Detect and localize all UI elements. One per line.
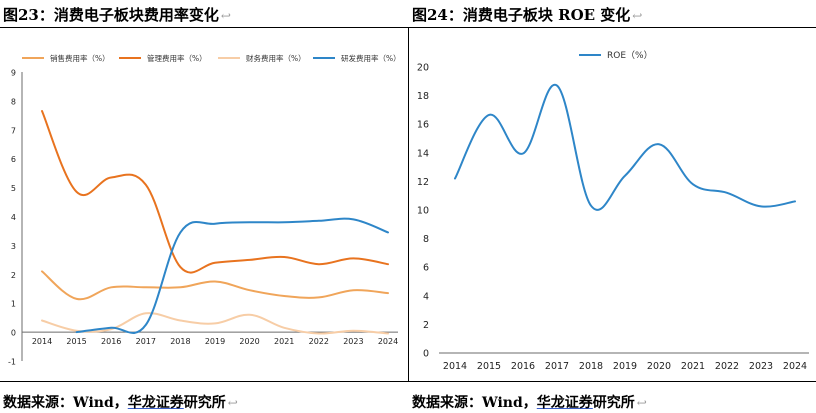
y-tick-label: 5	[11, 184, 16, 193]
series-line-2	[41, 110, 389, 274]
source-prefix: 数据来源：Wind，	[3, 395, 128, 411]
y-tick-label: 18	[417, 91, 429, 102]
y-tick-label: 14	[417, 148, 429, 159]
return-mark: ↩	[220, 9, 231, 23]
panel-divider	[408, 28, 409, 381]
return-mark: ↩	[632, 9, 643, 23]
return-mark: ↩	[636, 396, 647, 410]
x-tick-label: 2014	[443, 361, 467, 372]
y-tick-label: 4	[11, 213, 16, 222]
x-tick-label: 2017	[136, 337, 156, 346]
return-mark: ↩	[227, 396, 238, 410]
y-tick-label: 2	[423, 320, 429, 331]
x-tick-label: 2015	[477, 361, 501, 372]
source-firm: 华龙证券	[536, 395, 593, 411]
x-tick-label: 2019	[205, 337, 225, 346]
y-tick-label: 6	[11, 155, 16, 164]
right-chart-title: 图24：消费电子板块 ROE 变化 ↩	[412, 4, 642, 25]
x-tick-label: 2017	[545, 361, 569, 372]
x-tick-label: 2018	[170, 337, 190, 346]
source-firm: 华龙证券	[127, 395, 184, 411]
legend-label: 研发费用率（%）	[341, 53, 401, 63]
top-divider	[0, 27, 816, 28]
y-tick-label: 6	[423, 263, 429, 274]
y-tick-label: 8	[423, 234, 429, 245]
right-source-note: 数据来源：Wind，华龙证券研究所 ↩	[412, 392, 647, 412]
y-tick-label: 4	[423, 291, 429, 302]
x-tick-label: 2023	[749, 361, 773, 372]
bottom-divider	[0, 381, 816, 382]
expense-ratio-chart: -1 0 1 2 3 4 5 6 7 8 9 2014 2015 2016 2017 2018 2019 2020…	[8, 53, 401, 367]
legend-label: 财务费用率（%）	[246, 53, 306, 63]
series-line-3	[41, 312, 389, 335]
source-prefix: 数据来源：Wind，	[412, 395, 537, 411]
series-line-1	[454, 83, 796, 211]
x-tick-label: 2024	[783, 361, 807, 372]
x-tick-label: 2019	[613, 361, 637, 372]
y-tick-label: 3	[11, 242, 16, 251]
x-tick-label: 2015	[66, 337, 86, 346]
x-tick-label: 2020	[239, 337, 259, 346]
x-tick-label: 2021	[274, 337, 294, 346]
source-suffix: 研究所	[592, 395, 635, 411]
left-chart-title-text: 图23：消费电子板块费用率变化	[3, 6, 219, 24]
series-line-4	[75, 217, 389, 334]
y-tick-label: -1	[8, 358, 16, 367]
y-tick-label: 12	[417, 177, 429, 188]
x-tick-label: 2023	[343, 337, 363, 346]
x-tick-label: 2016	[101, 337, 121, 346]
y-tick-label: 20	[417, 63, 429, 74]
y-tick-label: 16	[417, 120, 429, 131]
x-tick-label: 2022	[715, 361, 739, 372]
y-tick-label: 7	[11, 126, 16, 135]
x-tick-label: 2024	[378, 337, 398, 346]
y-tick-label: 9	[11, 69, 16, 78]
y-tick-label: 2	[11, 271, 16, 280]
x-tick-label: 2014	[32, 337, 52, 346]
legend-label: 管理费用率（%）	[147, 53, 207, 63]
legend-label: 销售费用率（%）	[50, 53, 110, 63]
x-tick-label: 2020	[647, 361, 671, 372]
right-chart-title-text: 图24：消费电子板块 ROE 变化	[412, 6, 631, 24]
y-tick-label: 0	[423, 349, 429, 360]
y-tick-label: 8	[11, 97, 16, 106]
x-tick-label: 2022	[309, 337, 329, 346]
y-tick-label: 1	[11, 300, 16, 309]
series-line-1	[41, 270, 389, 301]
left-chart-title: 图23：消费电子板块费用率变化 ↩	[3, 4, 231, 25]
x-tick-label: 2016	[511, 361, 535, 372]
left-source-note: 数据来源：Wind，华龙证券研究所 ↩	[3, 392, 238, 412]
source-suffix: 研究所	[183, 395, 226, 411]
roe-chart: 0 2 4 6 8 10 12 14 16 18 20 2014 2015 2016 2017 2018 201…	[417, 50, 809, 372]
x-tick-label: 2021	[681, 361, 705, 372]
y-tick-label: 10	[417, 206, 429, 217]
y-tick-label: 0	[11, 329, 16, 338]
x-tick-label: 2018	[579, 361, 603, 372]
legend-label: ROE（%）	[607, 50, 653, 61]
